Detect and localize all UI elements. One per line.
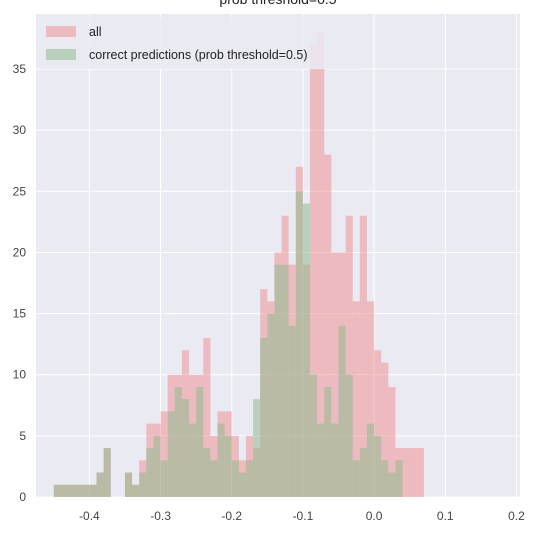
bar-correct [89,484,97,497]
x-tick-label: -0.2 [221,509,242,523]
bar-correct [96,472,104,497]
legend-frame [40,17,360,69]
bar-all [402,448,410,497]
bar-correct [196,386,204,497]
bar-correct [281,264,289,497]
y-tick-label: 30 [13,123,27,137]
bar-all [310,44,318,498]
bar-correct [181,399,190,497]
bar-correct [245,460,254,497]
bar-correct [210,460,218,497]
bar-correct [68,484,76,497]
bar-correct [260,338,268,497]
bar-correct [167,411,175,497]
x-tick-label: -0.3 [150,509,171,523]
bar-all [388,386,396,497]
x-tick-label: 0.0 [366,509,383,523]
bar-correct [302,203,311,497]
bar-all [352,301,360,497]
x-tick-label: 0.1 [437,509,454,523]
bar-all [374,350,382,497]
bar-correct [146,448,154,497]
bar-correct [381,460,389,497]
bar-correct [338,325,346,497]
bar-correct [217,423,225,497]
bar-correct [267,313,275,497]
bar-correct [324,386,332,497]
bar-correct [103,448,111,497]
y-tick-label: 5 [19,429,26,443]
legend-swatch-all [46,26,76,37]
bar-correct [203,448,211,497]
bar-correct [75,484,83,497]
bar-all [324,154,332,498]
x-axis-ticks: -0.4 -0.3 -0.2 -0.1 0.0 0.1 0.2 [79,509,525,523]
y-tick-label: 10 [13,368,27,382]
bar-correct [359,448,367,497]
bar-correct [82,484,90,497]
bar-correct [345,374,353,497]
y-tick-label: 35 [13,62,27,76]
bar-correct [60,484,69,497]
bar-all [160,411,168,497]
bar-all [317,32,325,498]
bar-correct [189,423,197,497]
y-tick-label: 0 [19,490,26,504]
bar-correct [53,484,61,497]
bar-correct [160,460,168,497]
bar-correct [153,435,161,497]
y-axis-ticks: 0 5 10 15 20 25 30 35 [13,62,27,504]
y-tick-label: 15 [13,307,27,321]
bar-correct [224,435,232,497]
x-tick-label: 0.2 [508,509,525,523]
bar-correct [295,191,303,497]
bar-all [409,448,417,497]
bar-correct [374,435,382,497]
bar-correct [174,386,182,497]
bar-correct [253,399,261,497]
x-tick-label: -0.1 [293,509,314,523]
legend-label-all: all [89,25,102,39]
legend: all correct predictions (prob threshold=… [40,17,360,69]
bar-correct [231,460,239,497]
bar-correct [331,423,339,497]
bar-correct [238,472,246,497]
chart-title: prob threshold=0.5 [219,0,336,7]
bar-all [359,215,367,497]
bar-all [416,448,424,497]
x-tick-label: -0.4 [79,509,100,523]
bar-correct [139,472,147,497]
legend-label-correct: correct predictions (prob threshold=0.5) [89,48,308,62]
bar-correct [274,264,282,497]
bar-correct [388,472,396,497]
bar-correct [395,460,403,497]
bar-correct [352,460,360,497]
bar-all [203,338,211,497]
bar-correct [366,423,375,497]
y-tick-label: 20 [13,245,27,259]
bar-correct [288,325,296,497]
bar-correct [310,374,318,497]
bar-correct [132,484,140,497]
bar-correct [317,423,325,497]
bar-all [381,362,389,497]
legend-swatch-correct [46,49,76,60]
bar-all [331,252,339,497]
y-tick-label: 25 [13,184,27,198]
histogram-bars [53,32,424,498]
bar-all [345,215,353,497]
bar-all [366,301,375,497]
bar-correct [124,472,133,497]
